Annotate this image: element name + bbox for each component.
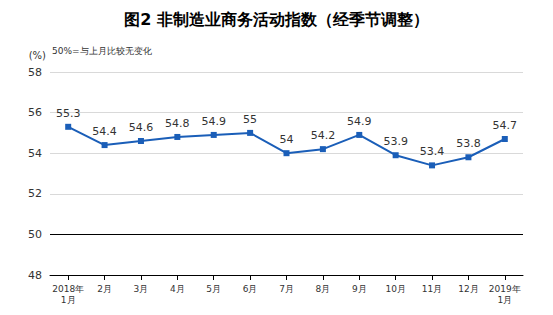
svg-text:11月: 11月	[422, 284, 442, 294]
svg-text:(%): (%)	[29, 50, 46, 61]
svg-text:54.9: 54.9	[347, 115, 372, 128]
svg-text:54: 54	[280, 133, 294, 146]
svg-text:54.6: 54.6	[129, 121, 154, 134]
svg-text:54.8: 54.8	[165, 117, 190, 130]
svg-text:2月: 2月	[97, 284, 112, 294]
svg-text:54.4: 54.4	[92, 125, 117, 138]
svg-text:2018年: 2018年	[52, 284, 84, 294]
svg-text:1月: 1月	[61, 295, 76, 305]
svg-text:2019年: 2019年	[489, 284, 521, 294]
svg-text:55: 55	[243, 113, 257, 126]
svg-text:4月: 4月	[170, 284, 185, 294]
svg-text:48: 48	[28, 269, 42, 282]
svg-text:54.2: 54.2	[311, 129, 336, 142]
svg-text:5月: 5月	[206, 284, 221, 294]
svg-text:50%=与上月比较无变化: 50%=与上月比较无变化	[52, 46, 152, 56]
svg-text:54: 54	[28, 147, 42, 160]
svg-text:53.8: 53.8	[456, 137, 481, 150]
svg-text:50: 50	[28, 228, 42, 241]
svg-text:12月: 12月	[458, 284, 478, 294]
svg-text:6月: 6月	[243, 284, 258, 294]
svg-text:54.7: 54.7	[493, 119, 518, 132]
svg-text:53.4: 53.4	[420, 145, 445, 158]
svg-text:52: 52	[28, 187, 42, 200]
svg-text:图2 非制造业商务活动指数（经季节调整）: 图2 非制造业商务活动指数（经季节调整）	[124, 10, 429, 29]
svg-text:7月: 7月	[279, 284, 294, 294]
svg-text:55.3: 55.3	[56, 107, 81, 120]
svg-text:1月: 1月	[497, 295, 512, 305]
svg-text:54.9: 54.9	[201, 115, 226, 128]
svg-text:53.9: 53.9	[383, 135, 408, 148]
svg-text:9月: 9月	[352, 284, 367, 294]
svg-text:8月: 8月	[316, 284, 331, 294]
svg-text:3月: 3月	[134, 284, 149, 294]
svg-text:10月: 10月	[385, 284, 405, 294]
svg-text:56: 56	[28, 106, 42, 119]
svg-text:58: 58	[28, 66, 42, 79]
